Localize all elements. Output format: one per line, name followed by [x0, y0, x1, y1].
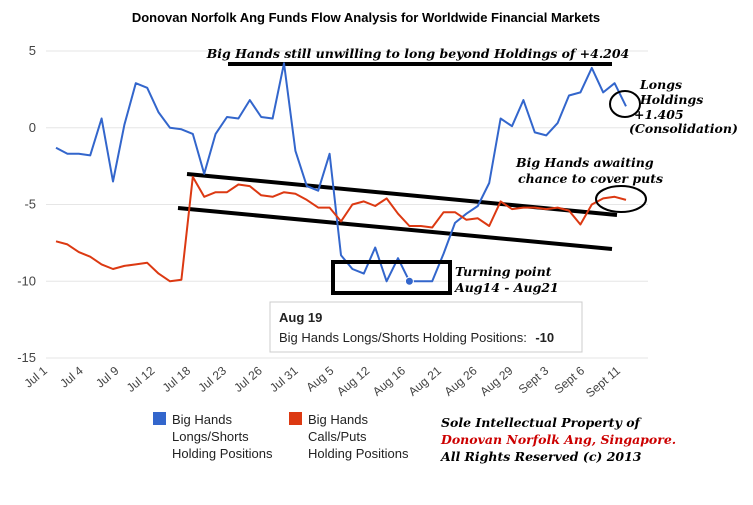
- chart-title: Donovan Norfolk Ang Funds Flow Analysis …: [132, 10, 600, 25]
- turning-point-box: [331, 260, 452, 295]
- annotation-awaiting-line2: chance to cover puts: [518, 171, 663, 186]
- x-tick-label: Aug 26: [442, 363, 480, 398]
- copyright-line3: All Rights Reserved (c) 2013: [440, 449, 642, 464]
- x-tick-label: Jul 18: [160, 363, 194, 395]
- legend-swatch-red: [289, 412, 302, 425]
- y-tick-label: -5: [24, 197, 36, 212]
- x-tick-label: Jul 9: [93, 363, 122, 390]
- lower-trend-line: [177, 206, 613, 251]
- series-line-longs-shorts[interactable]: [55, 62, 627, 283]
- longs-holdings-circle: [609, 90, 641, 118]
- tooltip-label: Big Hands Longs/Shorts Holding Positions…: [279, 330, 527, 345]
- annotation-longs-line3: +1.405: [634, 107, 684, 122]
- legend-label-longs-line3: Holding Positions: [172, 446, 273, 461]
- legend-label-calls-line2: Calls/Puts: [308, 429, 367, 444]
- legend-label-calls-line3: Holding Positions: [308, 446, 409, 461]
- annotation-longs-line1: Longs: [639, 77, 682, 92]
- legend-label-longs-line2: Longs/Shorts: [172, 429, 249, 444]
- legend-item-calls-puts[interactable]: Big Hands Calls/Puts Holding Positions: [289, 412, 409, 461]
- annotation-longs-line4: (Consolidation): [629, 121, 738, 136]
- legend-label-calls-line1: Big Hands: [308, 412, 368, 427]
- x-tick-label: Aug 12: [334, 363, 372, 398]
- puts-circle: [595, 185, 647, 213]
- x-tick-label: Aug 29: [477, 363, 515, 398]
- copyright-line1: Sole Intellectual Property of: [441, 415, 643, 430]
- series-layer: [55, 62, 627, 283]
- x-tick-label: Aug 21: [406, 363, 444, 398]
- series-line-calls-puts[interactable]: [55, 175, 627, 283]
- tooltip-value: -10: [535, 330, 554, 345]
- y-tick-label: 5: [29, 43, 36, 58]
- x-tick-label: Sept 11: [583, 363, 623, 400]
- annotation-turning-line2: Aug14 - Aug21: [454, 280, 559, 295]
- tooltip: Aug 19 Big Hands Longs/Shorts Holding Po…: [269, 301, 583, 353]
- x-tick-label: Jul 1: [22, 363, 51, 390]
- y-tick-label: -10: [17, 273, 36, 288]
- x-tick-label: Jul 26: [231, 363, 265, 395]
- x-tick-label: Aug 16: [370, 363, 408, 398]
- legend-swatch-blue: [153, 412, 166, 425]
- legend: Big Hands Longs/Shorts Holding Positions…: [153, 412, 409, 461]
- gridlines: [46, 50, 648, 359]
- y-tick-label: 0: [29, 120, 36, 135]
- x-tick-label: Jul 31: [267, 363, 301, 395]
- x-tick-label: Aug 5: [303, 363, 336, 394]
- x-tick-label: Jul 23: [195, 363, 229, 395]
- y-axis-ticks: 5 0 -5 -10 -15: [17, 43, 36, 365]
- annotation-top-banner: Big Hands still unwilling to long beyond…: [206, 46, 630, 61]
- tooltip-body: Big Hands Longs/Shorts Holding Positions…: [279, 329, 554, 346]
- annotation-awaiting-line1: Big Hands awaiting: [515, 155, 654, 170]
- x-tick-label: Sept 6: [552, 363, 588, 396]
- legend-label-longs-line1: Big Hands: [172, 412, 232, 427]
- legend-item-longs-shorts[interactable]: Big Hands Longs/Shorts Holding Positions: [153, 412, 273, 461]
- x-tick-label: Sept 3: [516, 363, 552, 396]
- copyright-line2: Donovan Norfolk Ang, Singapore.: [440, 432, 676, 447]
- annotation-longs-line2: Holdings: [639, 92, 703, 107]
- annotation-turning-line1: Turning point: [455, 264, 552, 279]
- x-tick-label: Jul 12: [124, 363, 158, 395]
- tooltip-title: Aug 19: [279, 310, 322, 325]
- x-tick-label: Jul 4: [57, 363, 86, 390]
- selected-data-point[interactable]: [404, 276, 414, 286]
- x-axis-ticks: Jul 1 Jul 4 Jul 9 Jul 12 Jul 18 Jul 23 Jul 26 J…: [22, 363, 624, 400]
- y-tick-label: -15: [17, 350, 36, 365]
